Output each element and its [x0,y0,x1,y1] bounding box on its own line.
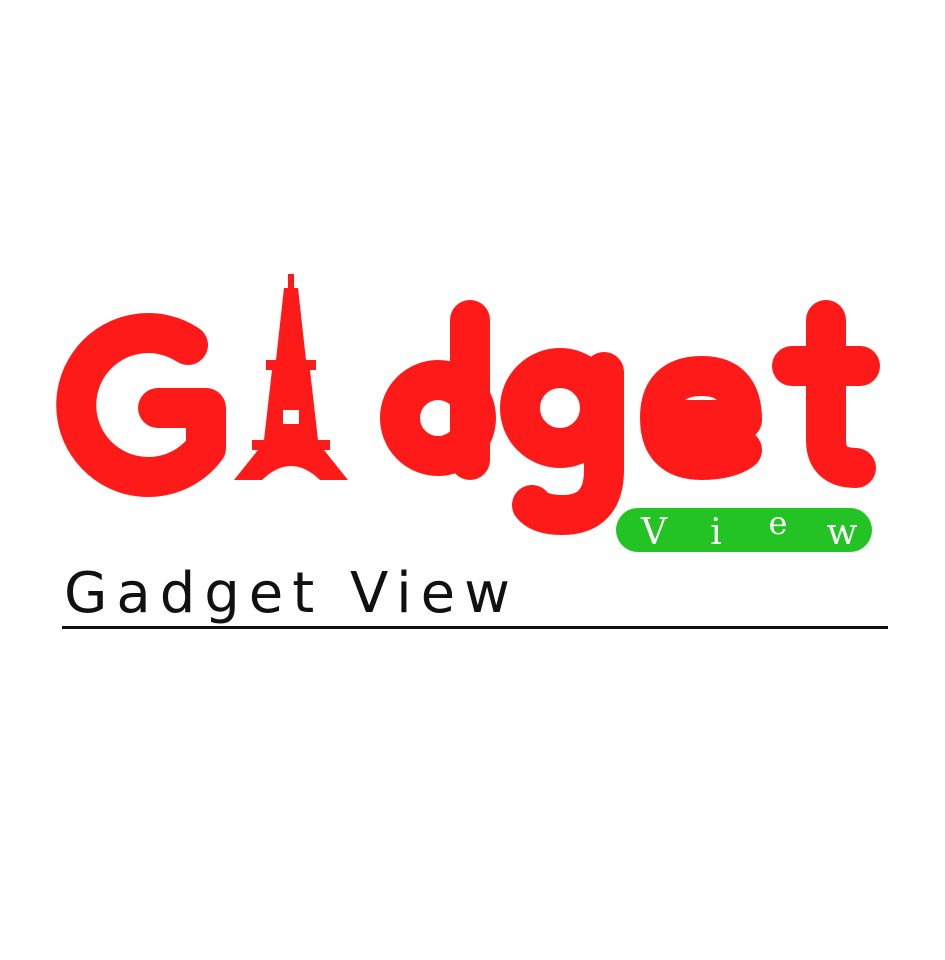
tagline-text: Gadget View [64,561,519,626]
badge-letter-v: V [640,512,668,553]
badge-letter-i: i [710,512,722,553]
tagline-underline [62,626,888,629]
view-badge: V i e w [616,504,872,553]
badge-letter-w: w [827,512,858,553]
tower-window [283,410,299,424]
logo-wordmark [56,300,880,535]
badge-letter-e: e [769,504,788,542]
eiffel-tower-icon [234,274,348,480]
